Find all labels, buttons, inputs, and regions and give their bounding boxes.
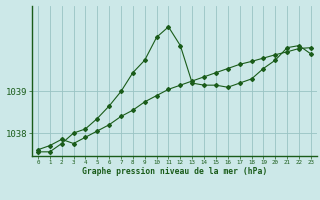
X-axis label: Graphe pression niveau de la mer (hPa): Graphe pression niveau de la mer (hPa) bbox=[82, 167, 267, 176]
